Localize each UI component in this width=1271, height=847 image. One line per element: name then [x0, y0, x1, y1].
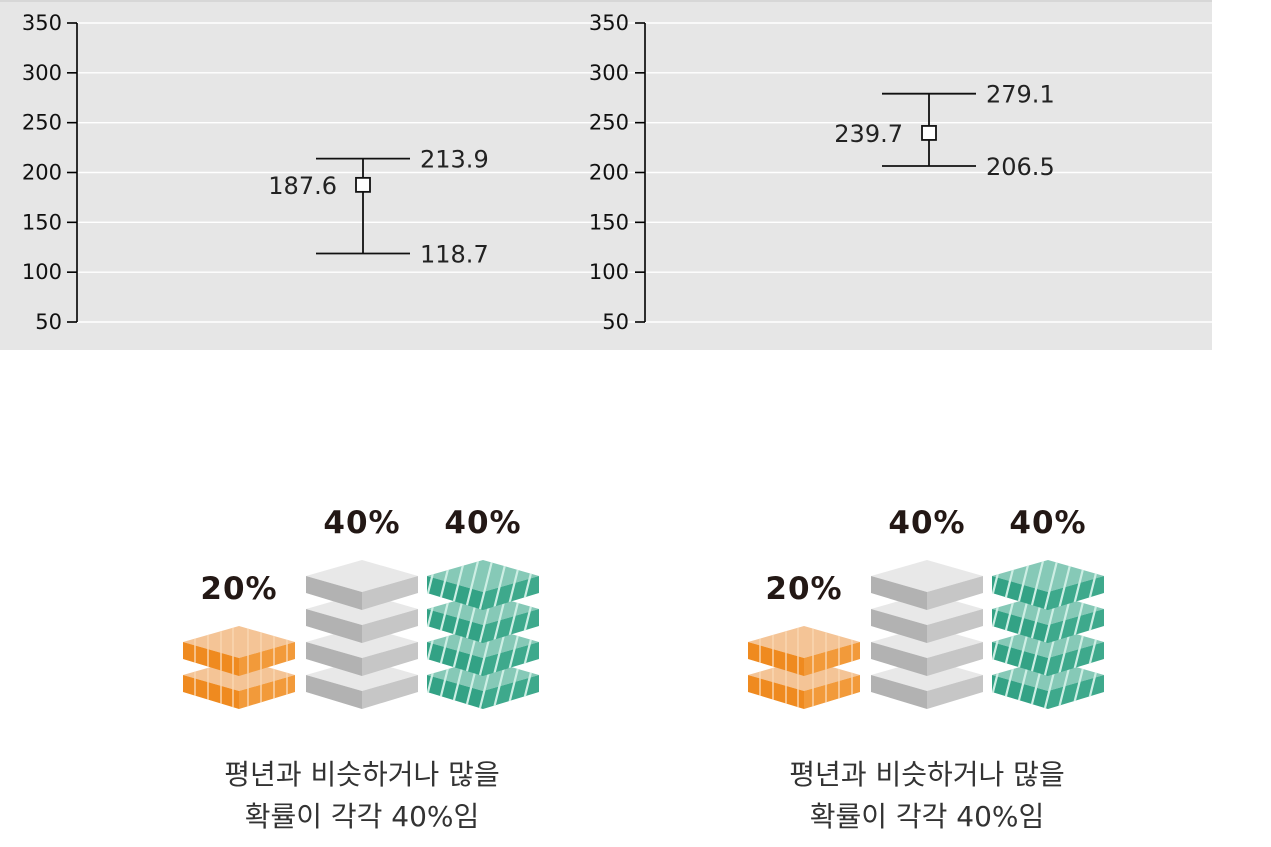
block-left-face — [748, 675, 804, 709]
block-gray — [306, 560, 418, 610]
plot-background — [645, 0, 1212, 350]
block-left-face — [306, 642, 362, 676]
y-tick-label: 300 — [589, 61, 629, 85]
block-green — [427, 560, 539, 610]
lower-value-label: 118.7 — [420, 241, 489, 269]
y-tick-label: 250 — [589, 111, 629, 135]
block-right-face — [927, 609, 983, 643]
block-left-face — [306, 576, 362, 610]
block-right-face — [927, 675, 983, 709]
median-marker — [355, 176, 371, 193]
y-tick-label: 300 — [22, 61, 62, 85]
stripe — [1028, 560, 1046, 610]
stripe — [1042, 560, 1060, 610]
y-tick-label: 350 — [22, 11, 62, 35]
block-left-face — [183, 642, 239, 676]
block-left-face — [306, 675, 362, 709]
percent-label: 20% — [200, 571, 277, 607]
y-tick-label: 200 — [589, 161, 629, 185]
block-left-face — [871, 642, 927, 676]
center-value-label: 187.6 — [268, 172, 337, 200]
block-stack-gray — [306, 560, 418, 709]
y-tick-label: 150 — [22, 210, 62, 234]
block-stack-gray — [871, 560, 983, 709]
lower-value-label: 206.5 — [986, 153, 1055, 181]
upper-value-label: 279.1 — [986, 81, 1055, 109]
block-left-face — [871, 609, 927, 643]
block-left-face — [871, 576, 927, 610]
y-tick-label: 200 — [22, 161, 62, 185]
median-marker — [921, 125, 937, 141]
block-right-face — [362, 576, 418, 610]
block-right-face — [362, 642, 418, 676]
caption-line-2: 확률이 각각 40%임 — [245, 800, 480, 833]
y-tick-label: 250 — [22, 111, 62, 135]
block-right-face — [804, 675, 860, 709]
block-right-face — [362, 609, 418, 643]
percent-label: 40% — [444, 505, 521, 541]
y-tick-label: 50 — [35, 310, 62, 334]
stripe — [491, 560, 509, 610]
y-tick-label: 100 — [589, 260, 629, 284]
block-stack-green — [992, 560, 1104, 709]
center-value-label: 239.7 — [834, 120, 903, 148]
stripe — [477, 560, 495, 610]
percent-label: 40% — [1009, 505, 1086, 541]
y-tick-label: 50 — [602, 310, 629, 334]
percent-label: 20% — [765, 571, 842, 607]
block-gray — [871, 560, 983, 610]
plot-background — [0, 0, 645, 350]
y-tick-label: 100 — [22, 260, 62, 284]
block-green — [992, 560, 1104, 610]
percent-label: 40% — [888, 505, 965, 541]
block-right-face — [362, 675, 418, 709]
block-right-face — [804, 642, 860, 676]
block-orange — [183, 626, 295, 676]
caption-line-1: 평년과 비슷하거나 많을 — [224, 758, 499, 791]
errorbar-panel-2: 350 300 250 200 150 100 50 279.1 206.5 239.7 — [589, 0, 1212, 350]
block-stack-orange — [183, 626, 295, 709]
block-left-face — [306, 609, 362, 643]
block-stack-orange — [748, 626, 860, 709]
block-right-face — [239, 675, 295, 709]
block-right-face — [239, 642, 295, 676]
errorbar-panel-1: 350 300 250 200 150 100 50 213.9 118.7 187.6 — [0, 0, 645, 350]
stripe — [1056, 560, 1074, 610]
caption-line-2: 확률이 각각 40%임 — [810, 800, 1045, 833]
caption-line-1: 평년과 비슷하거나 많을 — [789, 758, 1064, 791]
y-tick-label: 350 — [589, 11, 629, 35]
block-stack-green — [427, 560, 539, 709]
stripe — [463, 560, 481, 610]
block-left-face — [871, 675, 927, 709]
block-left-face — [748, 642, 804, 676]
block-right-face — [927, 642, 983, 676]
block-left-face — [183, 675, 239, 709]
percent-label: 40% — [323, 505, 400, 541]
block-right-face — [927, 576, 983, 610]
upper-value-label: 213.9 — [420, 146, 489, 174]
y-tick-label: 150 — [589, 210, 629, 234]
